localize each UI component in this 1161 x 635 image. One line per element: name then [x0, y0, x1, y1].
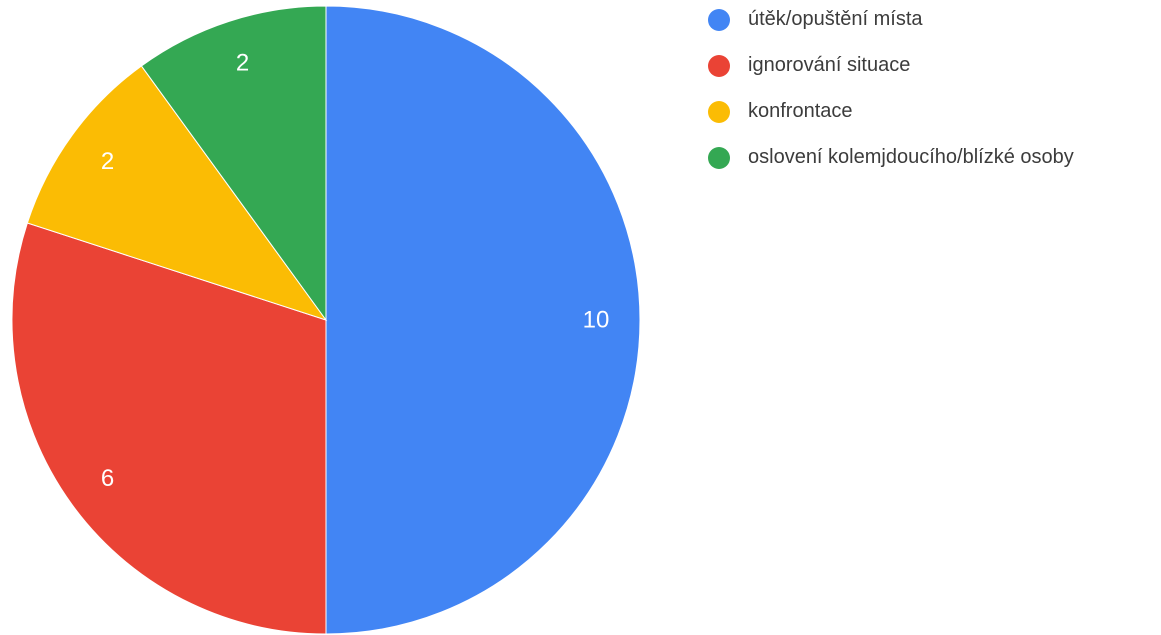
pie-slice-labels: 10 6 2 2 [101, 50, 610, 493]
legend-label: oslovení kolemjdoucího/blízké osoby [748, 146, 1074, 168]
legend-swatch [708, 8, 730, 31]
pie-slice [26, 65, 328, 321]
pie-slice-value-label: 2 [101, 148, 114, 175]
pie-slice [325, 5, 641, 635]
legend-item: ignorování situace [708, 50, 1074, 81]
legend-item: konfrontace [708, 96, 1074, 127]
pie-slice-value-label: 10 [583, 307, 610, 334]
pie-slice [140, 5, 327, 322]
legend-label: útěk/opuštění místa [748, 8, 923, 30]
legend-label: konfrontace [748, 100, 853, 122]
legend-item: útěk/opuštění místa [708, 4, 1074, 35]
legend-swatch [708, 146, 730, 169]
legend-item: oslovení kolemjdoucího/blízké osoby [708, 142, 1074, 173]
pie-slice-value-label: 6 [101, 465, 114, 492]
legend: útěk/opuštění místa ignorování situace k… [708, 4, 1074, 188]
legend-label: ignorování situace [748, 54, 911, 76]
pie-slice-value-label: 2 [236, 50, 249, 77]
pie-slice [11, 222, 327, 635]
pie-slices [11, 5, 641, 635]
legend-swatch [708, 100, 730, 123]
legend-swatch [708, 54, 730, 77]
